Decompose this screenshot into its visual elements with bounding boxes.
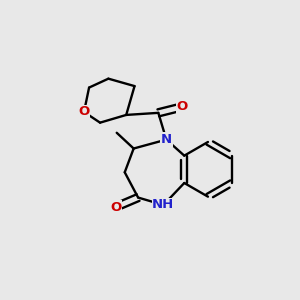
Text: N: N — [161, 133, 172, 146]
Text: NH: NH — [152, 199, 175, 212]
Text: O: O — [176, 100, 188, 113]
Text: O: O — [78, 106, 90, 118]
Text: O: O — [110, 201, 122, 214]
